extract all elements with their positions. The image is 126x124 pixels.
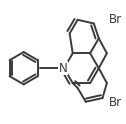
Text: Br: Br: [109, 96, 122, 109]
Text: N: N: [59, 62, 68, 75]
Text: Br: Br: [109, 13, 122, 26]
